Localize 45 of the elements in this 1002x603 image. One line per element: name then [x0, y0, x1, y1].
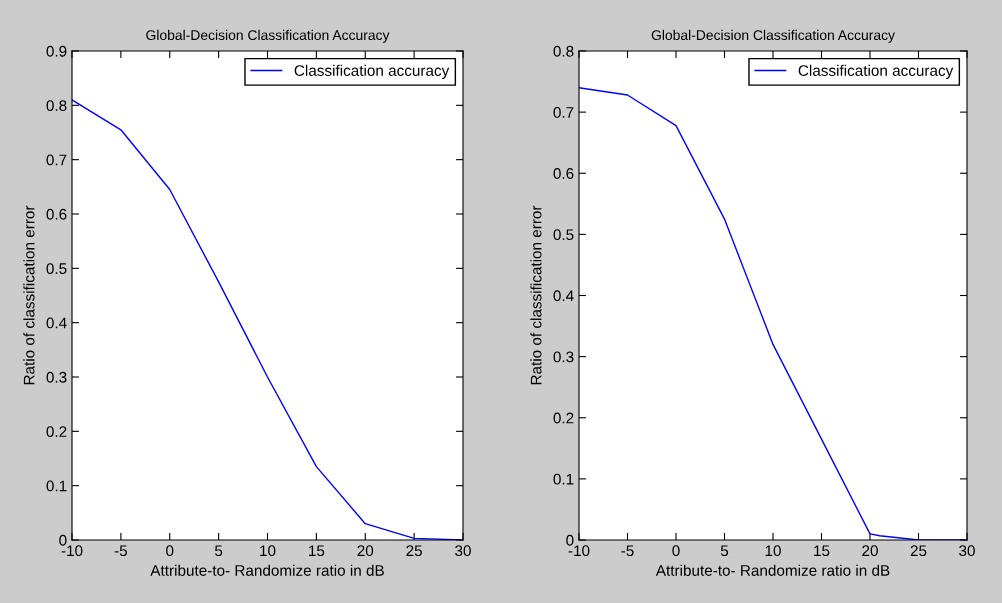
- y-tick-label: 0.6: [553, 168, 574, 179]
- y-tick-label: 0.5: [553, 229, 574, 241]
- legend-label: Classification accuracy: [798, 64, 954, 79]
- y-tick-label: 0.7: [553, 106, 574, 118]
- x-tick-label: 15: [814, 545, 830, 557]
- legend-label: Classification accuracy: [294, 64, 450, 79]
- y-tick-label: 0.2: [553, 412, 574, 424]
- y-tick-label: 0.9: [46, 45, 67, 57]
- x-tick-label: -5: [114, 545, 128, 557]
- y-tick-label: 0: [566, 534, 574, 546]
- y-tick-label: 0.7: [46, 154, 67, 166]
- y-axis-title: Ratio of classification error: [530, 205, 542, 385]
- y-tick-label: 0.1: [553, 473, 574, 485]
- x-tick-label: 25: [910, 545, 927, 557]
- x-tick-label: 25: [406, 545, 422, 557]
- x-tick-label: -10: [568, 545, 590, 557]
- y-tick-label: 0.4: [553, 290, 574, 302]
- y-tick-label: 0.1: [46, 480, 67, 492]
- x-tick-label: -10: [61, 545, 83, 557]
- y-tick-label: 0.3: [553, 351, 574, 363]
- x-tick-label: 0: [672, 545, 680, 557]
- chart-title: Global-Decision Classification Accuracy: [651, 29, 895, 43]
- x-tick-label: 15: [309, 545, 325, 557]
- y-tick-label: 0.2: [46, 426, 67, 438]
- x-tick-label: -5: [621, 545, 634, 557]
- x-tick-label: 5: [214, 545, 223, 557]
- y-tick-label: 0.8: [46, 100, 67, 112]
- y-tick-label: 0.5: [46, 263, 67, 275]
- y-tick-label: 0.4: [46, 317, 67, 329]
- x-tick-label: 30: [959, 545, 975, 557]
- x-tick-label: 0: [166, 545, 174, 557]
- y-axis-title: Ratio of classification error: [23, 205, 35, 385]
- y-tick-label: 0.8: [553, 45, 574, 57]
- x-tick-label: 20: [357, 545, 374, 557]
- y-tick-label: 0.3: [46, 371, 67, 383]
- y-tick-label: 0: [59, 534, 67, 546]
- x-axis-title: Attribute-to- Randomize ratio in dB: [150, 564, 384, 576]
- chart-title: Global-Decision Classification Accuracy: [146, 29, 390, 43]
- x-tick-label: 10: [765, 545, 781, 557]
- x-tick-label: 30: [455, 545, 471, 557]
- x-tick-label: 10: [260, 545, 276, 557]
- y-tick-label: 0.6: [46, 208, 67, 220]
- x-tick-label: 5: [720, 545, 729, 557]
- x-axis-title: Attribute-to- Randomize ratio in dB: [655, 564, 890, 576]
- x-tick-label: 20: [862, 545, 878, 557]
